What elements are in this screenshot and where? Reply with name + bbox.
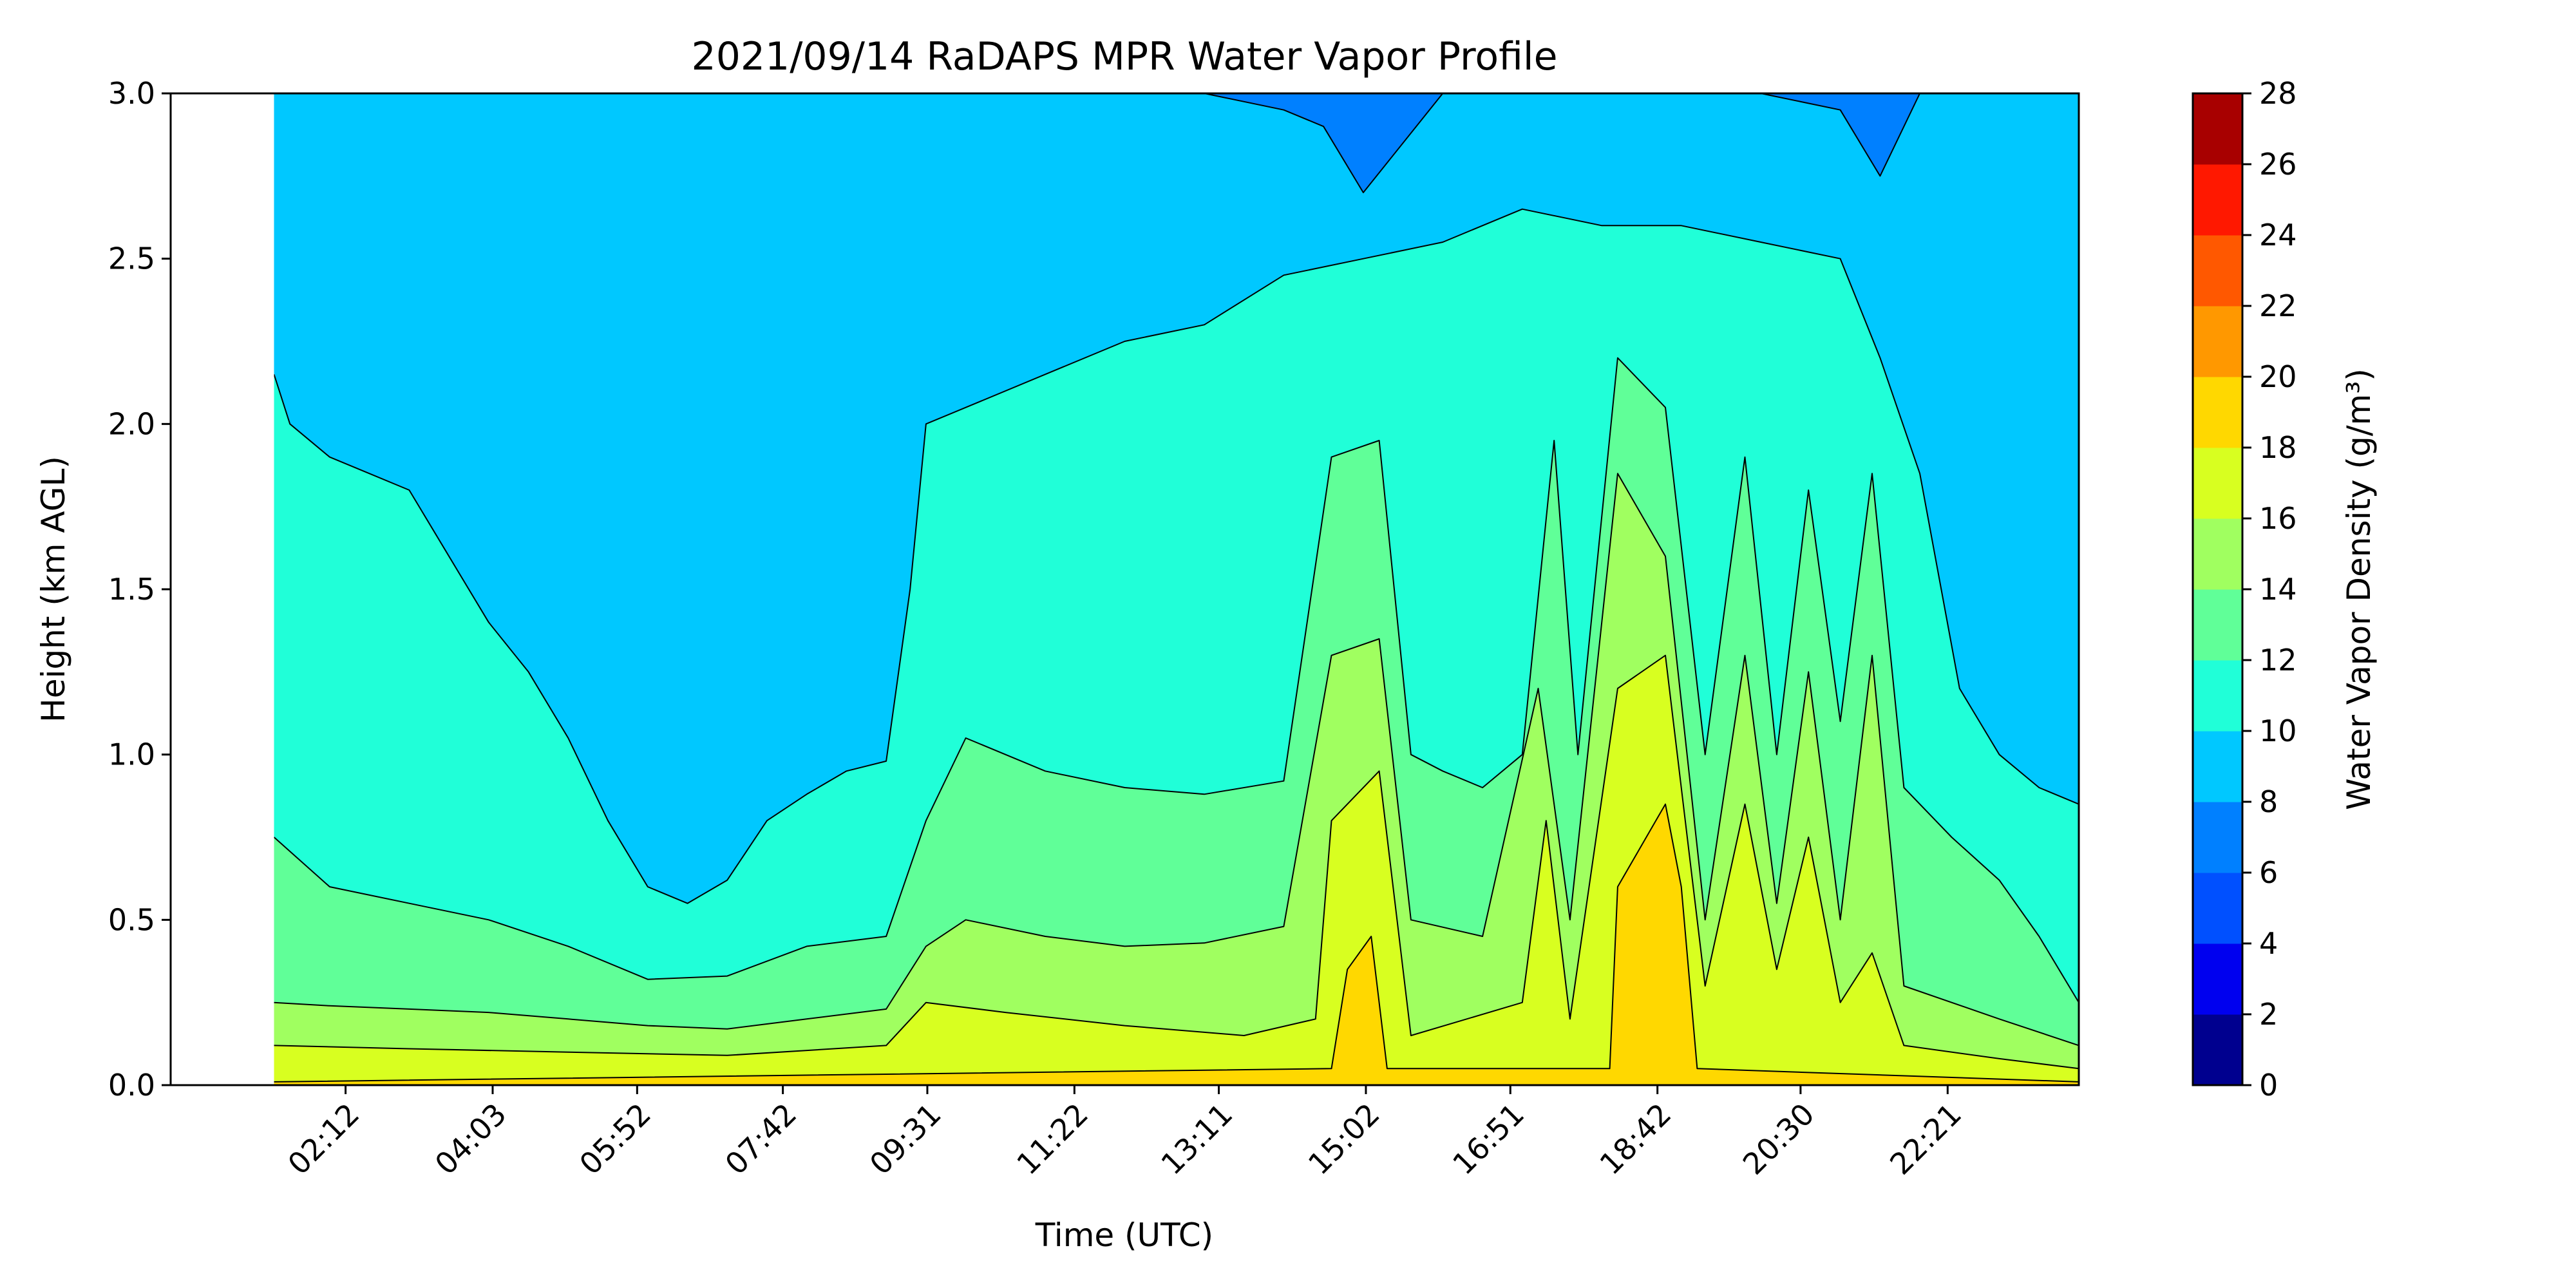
colorbar-tick-label: 6: [2259, 855, 2278, 890]
missing-data-region: [171, 93, 274, 1085]
colorbar-segment: [2193, 164, 2242, 236]
x-tick-label: 22:21: [1883, 1097, 1968, 1182]
x-tick-label: 13:11: [1154, 1097, 1239, 1182]
colorbar-tick-label: 24: [2259, 218, 2297, 252]
y-tick-label: 0.5: [108, 902, 155, 937]
colorbar-tick-label: 14: [2259, 572, 2297, 607]
x-axis-label: Time (UTC): [1035, 1217, 1213, 1254]
contour-line-12: [273, 357, 2079, 1003]
x-tick-label: 11:22: [1010, 1097, 1095, 1182]
colorbar-tick-label: 20: [2259, 359, 2297, 394]
colorbar-tick-label: 2: [2259, 997, 2278, 1032]
colorbar-segment: [2193, 306, 2242, 377]
colorbar-segment: [2193, 873, 2242, 944]
x-tick-label: 20:30: [1736, 1097, 1821, 1182]
colorbar-segment: [2193, 589, 2242, 661]
y-tick-label: 2.5: [108, 242, 155, 276]
x-axis-ticks: 02:12 04:03 05:52 07:42 09:31 11:22 13:11 15:02…: [281, 1085, 1968, 1182]
colorbar-segment: [2193, 1014, 2242, 1086]
colorbar-segment: [2193, 518, 2242, 590]
colorbar-segment: [2193, 731, 2242, 802]
colorbar-tick-label: 26: [2259, 147, 2297, 182]
plot-area: [171, 93, 2079, 1085]
contour-line-18: [274, 803, 2079, 1083]
contour-band-above-18: [274, 804, 2079, 1085]
colorbar-tick-label: 0: [2259, 1068, 2278, 1103]
colorbar-tick-label: 12: [2259, 643, 2297, 677]
colorbar-tick-label: 28: [2259, 76, 2297, 111]
colorbar-segment: [2193, 377, 2242, 448]
colorbar-tick-label: 8: [2259, 784, 2278, 819]
x-tick-label: 05:52: [573, 1097, 658, 1182]
colorbar-segment: [2193, 448, 2242, 519]
colorbar-tick-label: 18: [2259, 430, 2297, 465]
contour-lines: [273, 93, 2079, 1083]
x-tick-label: 16:51: [1446, 1097, 1531, 1182]
y-tick-label: 2.0: [108, 406, 155, 441]
x-tick-label: 18:42: [1593, 1097, 1678, 1182]
colorbar-tick-label: 16: [2259, 501, 2297, 536]
colorbar-segment: [2193, 802, 2242, 873]
colorbar-segment: [2193, 235, 2242, 307]
contour-line-14: [274, 473, 2079, 1046]
colorbar-segment: [2193, 660, 2242, 732]
y-axis-label: Height (km AGL): [35, 456, 72, 723]
x-tick-label: 15:02: [1302, 1097, 1387, 1182]
colorbar-tick-label: 22: [2259, 289, 2297, 323]
contour-line-10: [273, 208, 2079, 904]
y-axis-ticks: 0.0 0.5 1.0 1.5 2.0 2.5 3.0: [108, 76, 171, 1103]
colorbar-label: Water Vapor Density (g/m³): [2340, 368, 2378, 810]
colorbar-segment: [2193, 943, 2242, 1015]
contour-line-8: [274, 93, 2079, 193]
x-tick-label: 02:12: [281, 1097, 366, 1182]
chart-title: 2021/09/14 RaDAPS MPR Water Vapor Profil…: [692, 34, 1558, 79]
contour-line-16: [274, 654, 2079, 1070]
y-tick-label: 1.5: [108, 572, 155, 607]
y-tick-label: 1.0: [108, 737, 155, 772]
x-tick-label: 09:31: [863, 1097, 948, 1182]
y-tick-label: 0.0: [108, 1068, 155, 1103]
colorbar-segment: [2193, 93, 2242, 165]
x-tick-label: 07:42: [718, 1097, 803, 1182]
colorbar-tick-label: 10: [2259, 714, 2297, 748]
y-tick-label: 3.0: [108, 76, 155, 111]
colorbar-tick-label: 4: [2259, 926, 2278, 961]
x-tick-label: 04:03: [428, 1097, 513, 1182]
contour-bands: [171, 93, 2079, 1085]
